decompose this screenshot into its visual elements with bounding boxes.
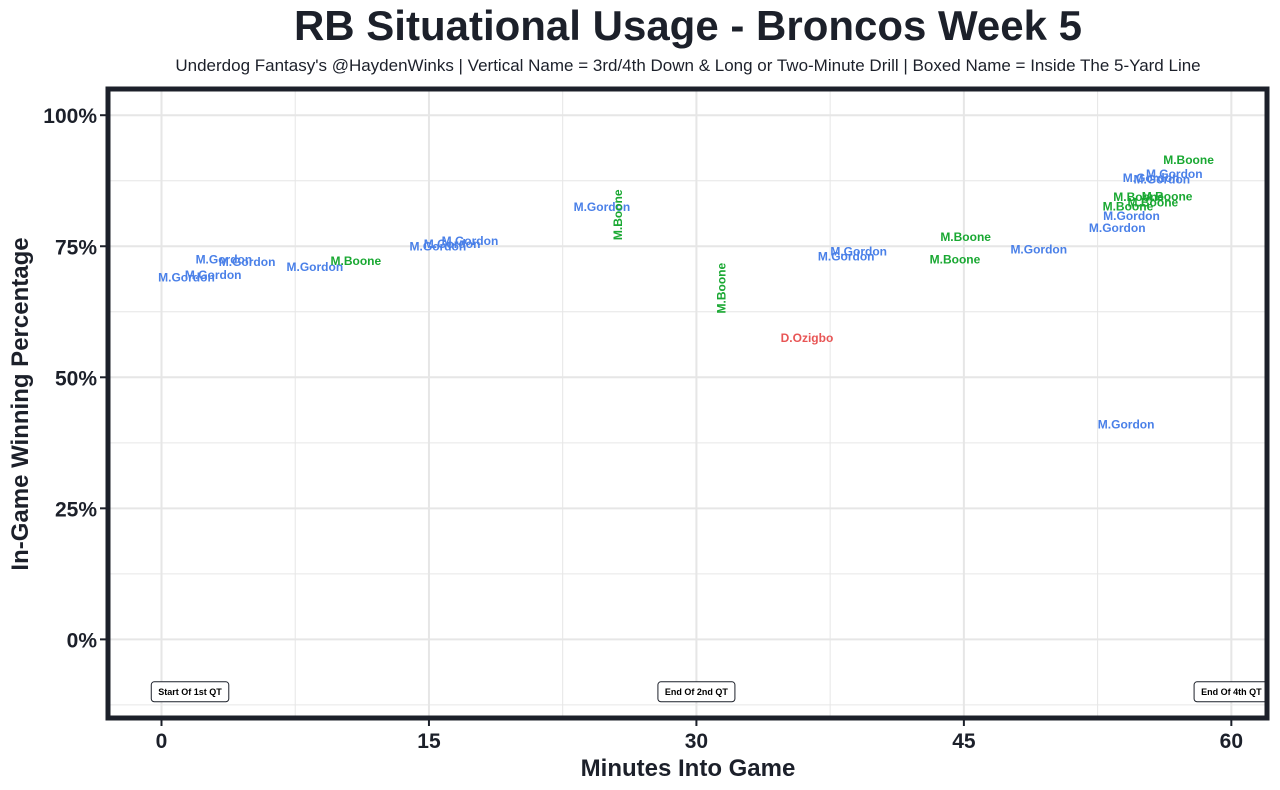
axes: 0 15 30 45 60 0% 25% 50% 75% 100% xyxy=(43,105,1243,753)
data-point-label: M.Gordon xyxy=(287,260,344,274)
annotation-label: Start Of 1st QT xyxy=(158,687,222,697)
x-axis-label: Minutes Into Game xyxy=(581,755,796,782)
data-point-label: M.Boone xyxy=(1113,190,1164,204)
data-point-label: M.Boone xyxy=(1128,196,1179,210)
chart-subtitle: Underdog Fantasy's @HaydenWinks | Vertic… xyxy=(175,56,1201,75)
data-point-label: M.Boone xyxy=(1142,189,1193,203)
data-point-label: M.Boone xyxy=(1163,153,1214,167)
data-point-label: M.Boone xyxy=(611,189,625,240)
data-point-label: M.Gordon xyxy=(196,252,253,266)
annotation-box xyxy=(150,681,230,703)
quarter-annotations: Start Of 1st QT End Of 2nd QT End Of 4th Q… xyxy=(150,681,1270,703)
data-point-label: M.Gordon xyxy=(219,255,276,269)
x-tick-label: 30 xyxy=(685,730,708,753)
y-tick-label: 75% xyxy=(55,236,97,259)
data-point-label: M.Boone xyxy=(331,254,382,268)
x-tick-label: 60 xyxy=(1220,730,1243,753)
data-point-label: M.Boone xyxy=(930,252,981,266)
y-tick-label: 0% xyxy=(67,629,98,652)
data-point-label: M.Gordon xyxy=(1089,221,1146,235)
data-point-label: M.Gordon xyxy=(1103,209,1160,223)
chart-title: RB Situational Usage - Broncos Week 5 xyxy=(293,2,1083,49)
data-point-label: M.Boone xyxy=(714,263,728,314)
data-point-label: M.Gordon xyxy=(1123,171,1180,185)
data-point-label: M.Gordon xyxy=(185,268,242,282)
quarter-annotation: End Of 2nd QT xyxy=(657,681,736,703)
annotation-label: End Of 2nd QT xyxy=(665,687,728,697)
data-point-label: M.Boone xyxy=(1103,199,1154,213)
data-point-label: M.Gordon xyxy=(1010,242,1067,256)
y-tick-label: 100% xyxy=(43,105,97,128)
data-point-label: M.Gordon xyxy=(1146,167,1203,181)
data-point-label: M.Gordon xyxy=(818,250,875,264)
quarter-annotation: Start Of 1st QT xyxy=(150,681,230,703)
data-point-label: M.Gordon xyxy=(424,237,481,251)
grid-lines xyxy=(108,89,1267,718)
data-point-label: M.Gordon xyxy=(158,271,215,285)
data-point-label: M.Gordon xyxy=(410,239,467,253)
y-tick-label: 25% xyxy=(55,498,97,521)
data-point-label: M.Gordon xyxy=(442,234,499,248)
annotation-box xyxy=(657,681,736,703)
data-point-label: M.Gordon xyxy=(830,244,887,258)
x-tick-label: 15 xyxy=(417,730,441,753)
data-point-label: M.Boone xyxy=(940,230,991,244)
data-point-label: M.Gordon xyxy=(574,200,631,214)
x-tick-label: 0 xyxy=(156,730,168,753)
data-point-label: M.Gordon xyxy=(1133,173,1190,187)
annotation-label: End Of 4th QT xyxy=(1201,687,1262,697)
x-tick-label: 45 xyxy=(952,730,976,753)
plot-frame xyxy=(105,86,1270,721)
y-tick-label: 50% xyxy=(55,367,97,390)
y-axis-label: In-Game Winning Percentage xyxy=(7,237,34,570)
quarter-annotation: End Of 4th QT xyxy=(1193,681,1270,703)
data-point-label: D.Ozigbo xyxy=(781,331,834,345)
data-point-label: M.Gordon xyxy=(1098,417,1155,431)
